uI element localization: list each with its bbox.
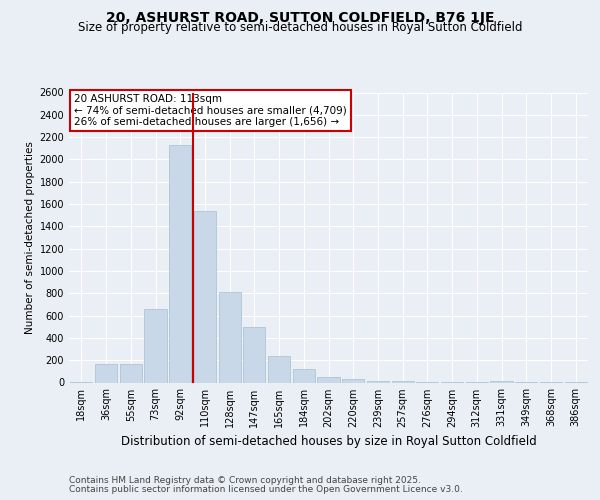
Bar <box>268 356 290 382</box>
Bar <box>145 309 167 382</box>
Bar <box>490 381 512 382</box>
Bar <box>169 145 191 382</box>
Bar <box>218 292 241 382</box>
Text: 20 ASHURST ROAD: 113sqm
← 74% of semi-detached houses are smaller (4,709)
26% of: 20 ASHURST ROAD: 113sqm ← 74% of semi-de… <box>74 94 347 127</box>
Bar <box>95 364 117 382</box>
Text: Contains HM Land Registry data © Crown copyright and database right 2025.: Contains HM Land Registry data © Crown c… <box>69 476 421 485</box>
Bar <box>119 364 142 382</box>
Bar <box>194 210 216 382</box>
Text: Contains public sector information licensed under the Open Government Licence v3: Contains public sector information licen… <box>69 485 463 494</box>
Text: 20, ASHURST ROAD, SUTTON COLDFIELD, B76 1JE: 20, ASHURST ROAD, SUTTON COLDFIELD, B76 … <box>106 11 494 25</box>
Bar <box>367 381 389 382</box>
Y-axis label: Number of semi-detached properties: Number of semi-detached properties <box>25 141 35 334</box>
Bar <box>317 377 340 382</box>
Bar <box>243 326 265 382</box>
Bar <box>342 379 364 382</box>
Bar <box>293 368 315 382</box>
Text: Size of property relative to semi-detached houses in Royal Sutton Coldfield: Size of property relative to semi-detach… <box>78 22 522 35</box>
X-axis label: Distribution of semi-detached houses by size in Royal Sutton Coldfield: Distribution of semi-detached houses by … <box>121 435 536 448</box>
